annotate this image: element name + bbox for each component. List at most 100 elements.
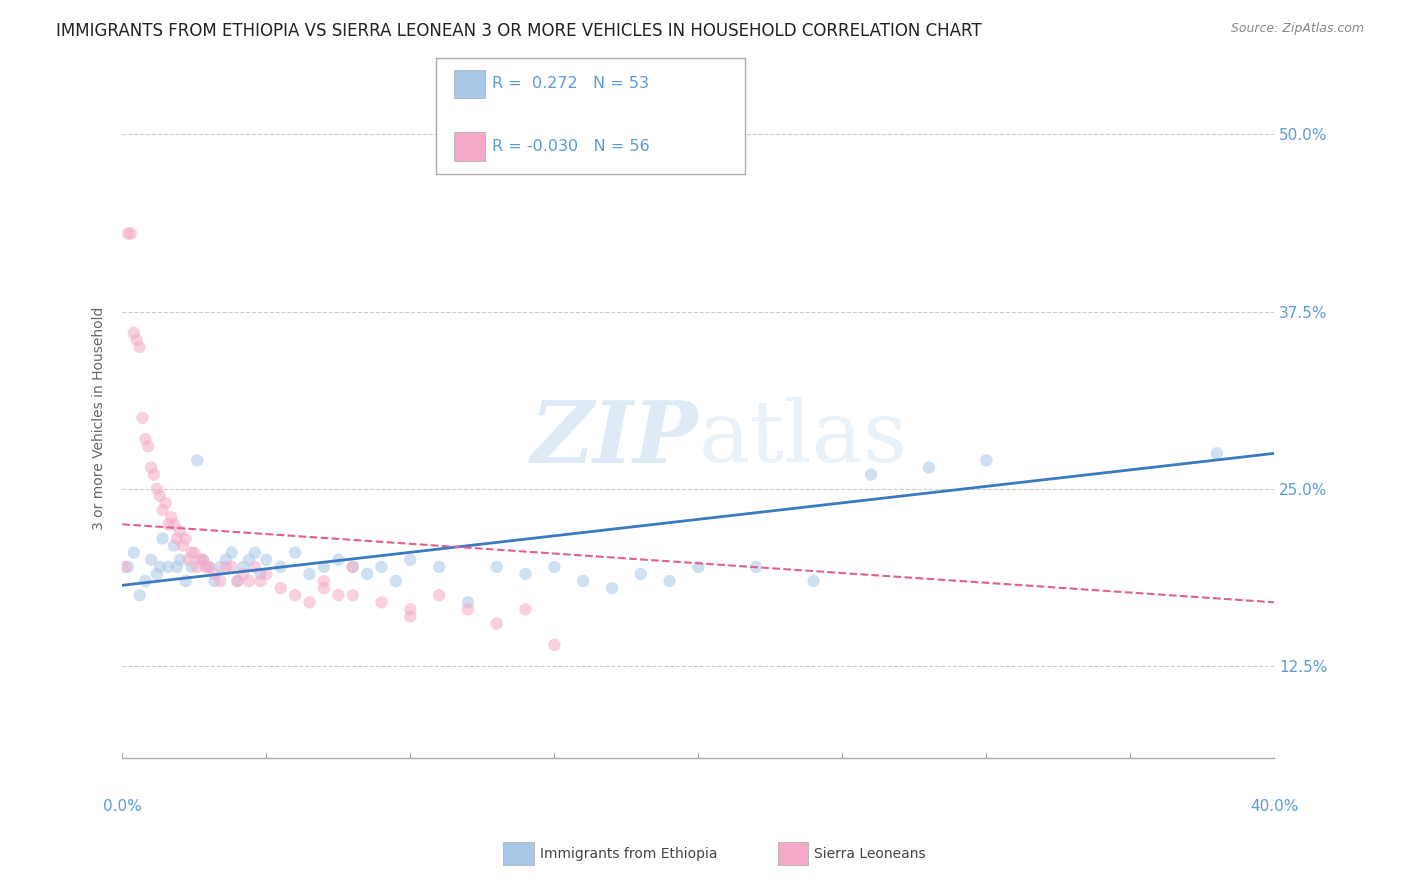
Point	[146, 566, 169, 581]
Point	[515, 566, 537, 581]
Point	[122, 326, 145, 340]
Point	[166, 559, 188, 574]
Point	[630, 566, 652, 581]
Point	[298, 566, 321, 581]
Point	[976, 453, 998, 467]
Point	[177, 553, 200, 567]
Point	[284, 546, 307, 560]
Point	[134, 574, 156, 588]
Point	[221, 546, 243, 560]
Point	[180, 546, 202, 560]
Point	[238, 553, 260, 567]
Point	[270, 581, 292, 595]
Text: R = -0.030   N = 56: R = -0.030 N = 56	[492, 139, 650, 153]
Point	[385, 574, 408, 588]
Point	[254, 566, 277, 581]
Point	[860, 467, 883, 482]
Point	[370, 595, 392, 609]
Point	[215, 553, 238, 567]
Point	[114, 559, 136, 574]
Point	[399, 609, 422, 624]
Text: IMMIGRANTS FROM ETHIOPIA VS SIERRA LEONEAN 3 OR MORE VEHICLES IN HOUSEHOLD CORRE: IMMIGRANTS FROM ETHIOPIA VS SIERRA LEONE…	[56, 22, 981, 40]
Point	[136, 439, 159, 453]
Text: ZIP: ZIP	[530, 397, 699, 480]
Point	[155, 496, 177, 510]
Point	[238, 574, 260, 588]
Point	[157, 559, 180, 574]
Point	[122, 546, 145, 560]
Text: R =  0.272   N = 53: R = 0.272 N = 53	[492, 77, 650, 91]
Point	[128, 340, 150, 354]
Point	[399, 602, 422, 616]
Text: 0.0%: 0.0%	[103, 799, 142, 814]
Point	[249, 566, 271, 581]
Point	[215, 559, 238, 574]
Point	[226, 574, 249, 588]
Point	[221, 559, 243, 574]
Point	[328, 588, 350, 602]
Point	[157, 517, 180, 532]
Point	[457, 595, 479, 609]
Point	[191, 553, 214, 567]
Point	[169, 524, 191, 539]
Point	[163, 517, 186, 532]
Point	[312, 581, 335, 595]
Point	[152, 503, 174, 517]
Point	[485, 616, 508, 631]
Point	[117, 227, 139, 241]
Point	[180, 559, 202, 574]
Point	[186, 559, 208, 574]
Point	[342, 559, 364, 574]
Point	[120, 227, 142, 241]
Point	[172, 539, 194, 553]
Point	[342, 559, 364, 574]
Point	[163, 539, 186, 553]
Text: Source: ZipAtlas.com: Source: ZipAtlas.com	[1230, 22, 1364, 36]
Point	[370, 559, 392, 574]
Text: Immigrants from Ethiopia: Immigrants from Ethiopia	[540, 847, 717, 861]
Point	[688, 559, 710, 574]
Y-axis label: 3 or more Vehicles in Household: 3 or more Vehicles in Household	[93, 306, 107, 530]
Point	[803, 574, 825, 588]
Point	[117, 559, 139, 574]
Point	[174, 574, 197, 588]
Point	[543, 638, 565, 652]
Point	[183, 546, 205, 560]
Point	[298, 595, 321, 609]
Point	[745, 559, 768, 574]
Point	[139, 460, 162, 475]
Point	[427, 559, 450, 574]
Point	[204, 566, 226, 581]
Point	[160, 510, 183, 524]
Point	[226, 574, 249, 588]
Point	[139, 553, 162, 567]
Point	[232, 566, 254, 581]
Point	[249, 574, 271, 588]
Point	[146, 482, 169, 496]
Point	[328, 553, 350, 567]
Point	[188, 553, 211, 567]
Point	[197, 559, 219, 574]
Point	[427, 588, 450, 602]
Point	[152, 532, 174, 546]
Point	[342, 588, 364, 602]
Point	[918, 460, 941, 475]
Point	[128, 588, 150, 602]
Point	[191, 553, 214, 567]
Text: 40.0%: 40.0%	[1250, 799, 1299, 814]
Point	[254, 553, 277, 567]
Point	[515, 602, 537, 616]
Point	[125, 333, 148, 347]
Point	[166, 532, 188, 546]
Point	[312, 559, 335, 574]
Point	[232, 559, 254, 574]
Point	[658, 574, 681, 588]
Point	[197, 559, 219, 574]
Point	[194, 559, 217, 574]
Point	[270, 559, 292, 574]
Point	[204, 574, 226, 588]
Point	[457, 602, 479, 616]
Point	[399, 553, 422, 567]
Point	[134, 432, 156, 446]
Point	[600, 581, 623, 595]
